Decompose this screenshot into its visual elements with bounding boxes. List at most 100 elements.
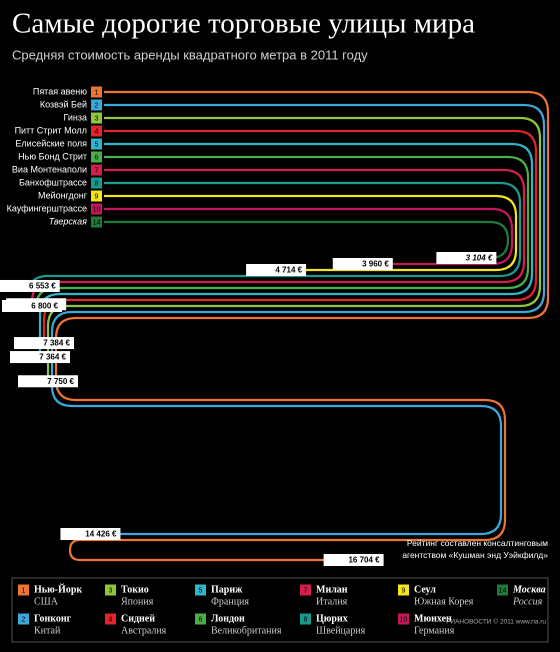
legend-country: Италия <box>316 596 348 607</box>
street-name: Питт Стрит Молл <box>15 125 87 135</box>
legend-rank: 7 <box>304 587 308 594</box>
legend-country: Южная Корея <box>414 596 474 607</box>
street-name: Елисейские поля <box>15 138 87 148</box>
street-name: Банхофштрассе <box>19 177 87 187</box>
value-label: 7 384 € <box>14 337 74 350</box>
legend-frame <box>11 577 549 643</box>
rank-box <box>91 138 102 150</box>
rank-number: 14 <box>93 219 101 226</box>
street-line <box>50 103 546 568</box>
value-label-box <box>246 264 307 277</box>
street-name: Нью Бонд Стрит <box>18 151 87 161</box>
rank-number: 1 <box>95 89 99 96</box>
note-line: агентством «Кушман энд Уэйкфилд» <box>402 550 548 560</box>
rank-number: 8 <box>95 180 99 187</box>
legend-rank: 6 <box>199 616 203 623</box>
value-label-box <box>332 258 393 271</box>
street-name: Мейонгдонг <box>38 190 88 200</box>
street-name: Виа Монтенаполи <box>12 164 87 174</box>
legend-swatch <box>398 613 409 625</box>
legend-swatch <box>300 584 311 596</box>
value-label: 7 750 € <box>18 375 78 388</box>
legend-swatch <box>497 584 508 596</box>
rank-number: 10 <box>93 206 101 213</box>
value-label-text: 14 426 € <box>85 530 117 539</box>
value-label-box <box>10 351 70 364</box>
legend-city: Милан <box>316 584 348 595</box>
legend-rank: 14 <box>499 587 507 594</box>
legend-country: Россия <box>512 596 543 607</box>
value-label-text: 7 364 € <box>39 353 66 362</box>
street-name: Гинза <box>64 112 88 122</box>
street-line <box>54 90 550 562</box>
legend-swatch <box>18 613 29 625</box>
value-label-text: 7 750 € <box>47 377 74 386</box>
source: РИАНОВОСТИ © 2011 www.ria.ru <box>446 618 546 626</box>
legend-country: Япония <box>121 596 154 607</box>
value-label-text: 6 800 € <box>31 302 58 311</box>
street-line <box>30 168 526 598</box>
value-label: 3 104 € <box>436 252 497 265</box>
legend-swatch <box>105 613 116 625</box>
legend-city: Цюрих <box>316 613 348 624</box>
rank-box <box>91 112 102 124</box>
legend-swatch <box>195 584 206 596</box>
legend-swatch <box>195 613 206 625</box>
value-label: 3 960 € <box>332 258 393 271</box>
legend-city: Лондон <box>211 613 245 624</box>
rank-number: 9 <box>95 193 99 200</box>
legend-rank: 8 <box>304 616 308 623</box>
value-label-box <box>18 375 78 388</box>
value-label-box <box>0 279 60 292</box>
legend-rank: 5 <box>199 587 203 594</box>
chart-subtitle: Средняя стоимость аренды квадратного мет… <box>12 47 368 62</box>
rank-box <box>91 164 102 176</box>
legend-swatch <box>105 584 116 596</box>
legend-rank: 2 <box>22 616 26 623</box>
rank-number: 3 <box>95 115 99 122</box>
legend-rank: 4 <box>109 616 113 623</box>
value-label-box <box>2 300 63 313</box>
legend-rank: 3 <box>109 587 113 594</box>
rank-box <box>91 190 102 202</box>
rank-box <box>91 177 102 189</box>
legend-city: Гонконг <box>34 613 72 624</box>
street-name: Тверская <box>49 216 87 226</box>
street-line <box>42 129 538 580</box>
value-label: 4 714 € <box>246 264 307 277</box>
legend-country: Великобритания <box>211 625 282 636</box>
legend-country: Франция <box>211 596 249 607</box>
street-line <box>46 116 542 574</box>
legend-city: Сидней <box>121 613 155 624</box>
value-label-text: 3 104 € <box>466 254 493 263</box>
value-label-text: 4 714 € <box>275 266 302 275</box>
value-label: 14 426 € <box>60 528 121 540</box>
note: Рейтинг составлен консалтинговым агентств… <box>402 538 548 560</box>
legend-country: Китай <box>34 625 61 636</box>
legend-swatch <box>398 584 409 596</box>
rank-box <box>91 151 102 163</box>
value-label-box <box>436 252 497 265</box>
value-label: 7 364 € <box>10 351 70 364</box>
legend-city: Париж <box>211 584 243 595</box>
street-line <box>34 155 530 592</box>
legend-country: Швейцария <box>316 625 366 636</box>
street-name: Козвэй Бей <box>40 99 87 109</box>
street-line <box>38 142 534 586</box>
legend-city: Москва <box>512 584 546 595</box>
chart-title: Самые дорогие торговые улицы мира <box>12 8 475 40</box>
legend-city: Сеул <box>414 584 436 595</box>
street-line <box>18 207 514 616</box>
legend-city: Токио <box>121 584 149 595</box>
rank-box <box>91 86 102 98</box>
value-label-box <box>14 337 74 350</box>
rank-number: 2 <box>95 102 99 109</box>
rank-number: 6 <box>95 154 99 161</box>
legend-city: Мюнхен <box>414 613 452 624</box>
street-name: Кауфингерштрассе <box>7 203 87 213</box>
note-line: Рейтинг составлен консалтинговым <box>407 538 548 548</box>
value-label-text: 6 553 € <box>29 282 56 291</box>
value-label-text: 7 384 € <box>43 339 70 348</box>
